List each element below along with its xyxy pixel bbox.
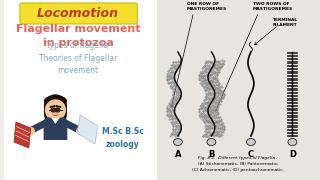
- Ellipse shape: [207, 138, 216, 145]
- Text: ONE ROW OF
MASTIGONEMES: ONE ROW OF MASTIGONEMES: [187, 2, 227, 11]
- Text: A: A: [175, 150, 181, 159]
- Text: C: C: [248, 150, 254, 159]
- Ellipse shape: [173, 138, 182, 145]
- Polygon shape: [52, 118, 60, 124]
- Ellipse shape: [44, 96, 66, 106]
- Ellipse shape: [44, 103, 51, 121]
- Circle shape: [77, 127, 84, 134]
- Bar: [157, 0, 320, 180]
- Circle shape: [45, 100, 65, 120]
- Text: Locomotion: Locomotion: [37, 6, 119, 19]
- Text: TWO ROWS OF
MASTIGONEMES: TWO ROWS OF MASTIGONEMES: [253, 2, 293, 11]
- Text: B: B: [208, 150, 215, 159]
- Text: TERMINAL
FILAMENT: TERMINAL FILAMENT: [273, 18, 298, 27]
- Ellipse shape: [246, 138, 255, 145]
- Text: D: D: [289, 150, 296, 159]
- Bar: [4, 0, 157, 180]
- Circle shape: [52, 109, 55, 111]
- Ellipse shape: [55, 108, 60, 112]
- Text: M.Sc B.Sc
zoology: M.Sc B.Sc zoology: [102, 127, 143, 149]
- Bar: [53, 115, 57, 121]
- FancyBboxPatch shape: [20, 3, 137, 24]
- Ellipse shape: [60, 103, 66, 121]
- Text: (C) Achronematic, (D) pentoachronematic.: (C) Achronematic, (D) pentoachronematic.: [192, 168, 284, 172]
- Polygon shape: [77, 115, 98, 144]
- Ellipse shape: [288, 138, 297, 145]
- Polygon shape: [44, 117, 67, 140]
- Text: Fig. 4·2.  Different types of Flagella :: Fig. 4·2. Different types of Flagella :: [198, 156, 278, 160]
- Circle shape: [56, 109, 59, 111]
- Circle shape: [27, 127, 34, 134]
- Text: -Types of flagella -
Theories of Flagellar
movement: -Types of flagella - Theories of Flagell…: [39, 41, 117, 75]
- Ellipse shape: [51, 108, 56, 112]
- Polygon shape: [14, 122, 31, 148]
- Circle shape: [44, 95, 66, 117]
- Text: Flagellar movement
in protozoa: Flagellar movement in protozoa: [16, 24, 140, 48]
- Text: (A) Stichonematic, (B) Pantonematic,: (A) Stichonematic, (B) Pantonematic,: [198, 162, 278, 166]
